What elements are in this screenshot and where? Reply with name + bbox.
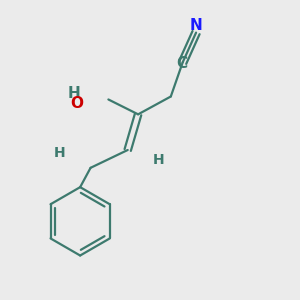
Text: H: H (153, 153, 165, 167)
Text: O: O (71, 96, 84, 111)
Text: H: H (68, 86, 81, 101)
Text: H: H (53, 146, 65, 160)
Text: C: C (176, 56, 188, 71)
Text: N: N (190, 18, 202, 33)
